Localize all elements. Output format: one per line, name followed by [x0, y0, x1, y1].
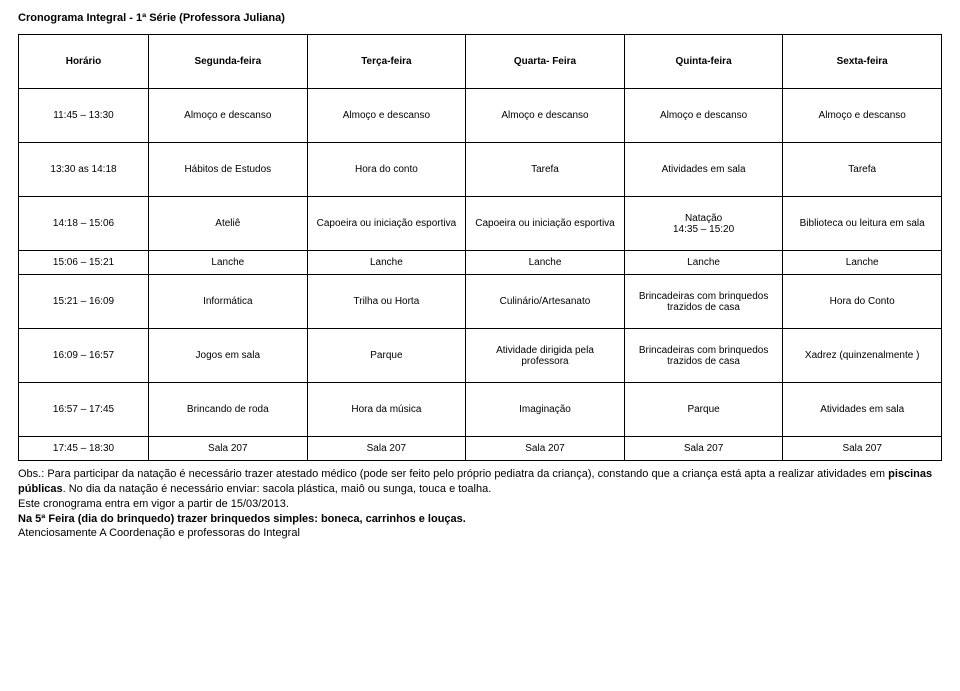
cell: Sala 207 — [783, 437, 942, 461]
cell-time: 16:09 – 16:57 — [19, 329, 149, 383]
header-fri: Sexta-feira — [783, 35, 942, 89]
cell: Sala 207 — [307, 437, 466, 461]
cell: Capoeira ou iniciação esportiva — [466, 197, 625, 251]
table-header-row: Horário Segunda-feira Terça-feira Quarta… — [19, 35, 942, 89]
table-row: 15:06 – 15:21 Lanche Lanche Lanche Lanch… — [19, 251, 942, 275]
footer-line: Atenciosamente A Coordenação e professor… — [18, 526, 942, 541]
cell: Jogos em sala — [149, 329, 308, 383]
table-row: 16:09 – 16:57 Jogos em sala Parque Ativi… — [19, 329, 942, 383]
footer-text: . No dia da natação é necessário enviar:… — [63, 483, 492, 495]
table-row: 13:30 as 14:18 Hábitos de Estudos Hora d… — [19, 143, 942, 197]
table-row: 15:21 – 16:09 Informática Trilha ou Hort… — [19, 275, 942, 329]
footer-text: Obs.: Para participar da natação é neces… — [18, 468, 888, 480]
header-thu: Quinta-feira — [624, 35, 783, 89]
cell: Brincadeiras com brinquedos trazidos de … — [624, 275, 783, 329]
cell: Almoço e descanso — [466, 89, 625, 143]
cell: Hora do conto — [307, 143, 466, 197]
cell: Lanche — [624, 251, 783, 275]
header-wed: Quarta- Feira — [466, 35, 625, 89]
cell: Imaginação — [466, 383, 625, 437]
table-row: 17:45 – 18:30 Sala 207 Sala 207 Sala 207… — [19, 437, 942, 461]
cell-time: 15:06 – 15:21 — [19, 251, 149, 275]
cell: Tarefa — [466, 143, 625, 197]
cell-line: 14:35 – 15:20 — [633, 224, 775, 235]
cell: Informática — [149, 275, 308, 329]
cell-line: Natação — [633, 213, 775, 224]
cell: Biblioteca ou leitura em sala — [783, 197, 942, 251]
table-row: 11:45 – 13:30 Almoço e descanso Almoço e… — [19, 89, 942, 143]
cell: Sala 207 — [149, 437, 308, 461]
table-row: 16:57 – 17:45 Brincando de roda Hora da … — [19, 383, 942, 437]
footer-notes: Obs.: Para participar da natação é neces… — [18, 467, 942, 541]
cell: Sala 207 — [624, 437, 783, 461]
footer-line: Este cronograma entra em vigor a partir … — [18, 497, 942, 512]
cell: Parque — [624, 383, 783, 437]
cell: Hora da música — [307, 383, 466, 437]
cell: Lanche — [149, 251, 308, 275]
cell: Almoço e descanso — [149, 89, 308, 143]
cell: Atividade dirigida pela professora — [466, 329, 625, 383]
footer-line: Obs.: Para participar da natação é neces… — [18, 467, 942, 497]
cell: Culinário/Artesanato — [466, 275, 625, 329]
cell: Sala 207 — [466, 437, 625, 461]
footer-line: Na 5ª Feira (dia do brinquedo) trazer br… — [18, 512, 942, 527]
cell: Hora do Conto — [783, 275, 942, 329]
cell: Xadrez (quinzenalmente ) — [783, 329, 942, 383]
cell: Brincando de roda — [149, 383, 308, 437]
header-tue: Terça-feira — [307, 35, 466, 89]
cell: Almoço e descanso — [783, 89, 942, 143]
cell: Brincadeiras com brinquedos trazidos de … — [624, 329, 783, 383]
cell: Atividades em sala — [624, 143, 783, 197]
cell: Parque — [307, 329, 466, 383]
cell-time: 11:45 – 13:30 — [19, 89, 149, 143]
cell: Hábitos de Estudos — [149, 143, 308, 197]
cell: Almoço e descanso — [307, 89, 466, 143]
cell: Lanche — [307, 251, 466, 275]
cell-time: 15:21 – 16:09 — [19, 275, 149, 329]
cell: Trilha ou Horta — [307, 275, 466, 329]
cell: Ateliê — [149, 197, 308, 251]
cell-time: 14:18 – 15:06 — [19, 197, 149, 251]
cell: Capoeira ou iniciação esportiva — [307, 197, 466, 251]
cell: Natação 14:35 – 15:20 — [624, 197, 783, 251]
cell-time: 16:57 – 17:45 — [19, 383, 149, 437]
table-row: 14:18 – 15:06 Ateliê Capoeira ou iniciaç… — [19, 197, 942, 251]
cell-time: 17:45 – 18:30 — [19, 437, 149, 461]
cell: Almoço e descanso — [624, 89, 783, 143]
page-title: Cronograma Integral - 1ª Série (Professo… — [18, 12, 942, 24]
schedule-table: Horário Segunda-feira Terça-feira Quarta… — [18, 34, 942, 461]
header-mon: Segunda-feira — [149, 35, 308, 89]
cell: Atividades em sala — [783, 383, 942, 437]
cell: Tarefa — [783, 143, 942, 197]
header-time: Horário — [19, 35, 149, 89]
cell-time: 13:30 as 14:18 — [19, 143, 149, 197]
cell: Lanche — [466, 251, 625, 275]
cell: Lanche — [783, 251, 942, 275]
